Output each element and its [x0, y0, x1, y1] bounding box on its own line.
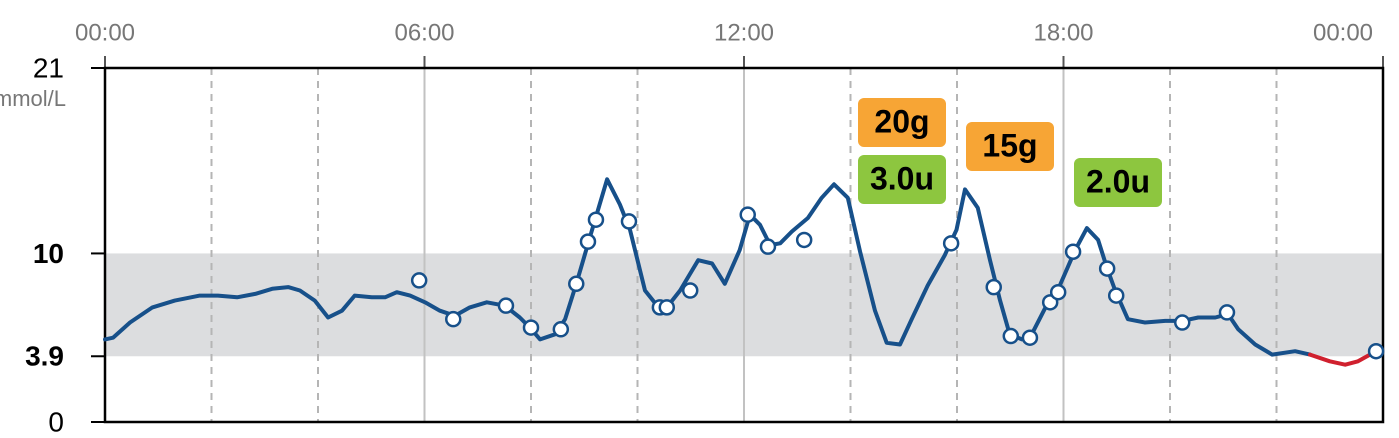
reading-point [942, 235, 960, 252]
reading-point [1367, 342, 1385, 360]
reading-point [1049, 283, 1067, 301]
y-unit-label: mmol/L [0, 86, 66, 111]
glucose-line-low [1308, 349, 1379, 367]
reading-point [1064, 243, 1082, 260]
x-tick-label: 18:00 [1033, 19, 1093, 46]
y-tick-label: 10 [33, 238, 64, 269]
reading-point [568, 275, 585, 293]
reading-point [497, 297, 515, 314]
x-tick-label: 12:00 [714, 19, 774, 46]
reading-point [1002, 327, 1020, 345]
reading-point [579, 233, 597, 250]
reading-point [410, 272, 428, 289]
reading-point [759, 238, 777, 255]
x-tick-label: 06:00 [394, 19, 454, 46]
reading-point [620, 213, 638, 230]
reading-point [739, 206, 756, 223]
annotation-label: 3.0u [870, 160, 934, 196]
reading-point [445, 310, 462, 328]
annotation-label: 2.0u [1086, 163, 1150, 199]
reading-point [1098, 260, 1116, 277]
y-tick-label: 3.9 [25, 341, 64, 372]
reading-point [522, 319, 540, 336]
reading-point [552, 321, 570, 338]
reading-point [1107, 287, 1125, 304]
annotation-badge [858, 98, 946, 147]
annotation-badge [1074, 158, 1162, 207]
y-tick-label: 21 [33, 52, 64, 83]
annotation-label: 20g [874, 103, 929, 139]
glucose-line [103, 177, 1312, 357]
y-tick-label: 0 [48, 406, 64, 437]
annotation-badge [966, 122, 1054, 171]
x-tick-label: 00:00 [1313, 19, 1373, 46]
plot-frame [103, 66, 1385, 424]
annotation-label: 15g [982, 127, 1037, 163]
reading-point [658, 299, 676, 316]
annotation-badge [858, 155, 946, 204]
reading-point [1173, 314, 1191, 331]
reading-point [1218, 304, 1236, 321]
reading-point [985, 278, 1002, 296]
reading-point [1021, 329, 1039, 346]
x-tick-label: 00:00 [75, 19, 135, 46]
reading-point [587, 211, 605, 228]
reading-point [681, 282, 699, 299]
reading-point [795, 231, 813, 249]
